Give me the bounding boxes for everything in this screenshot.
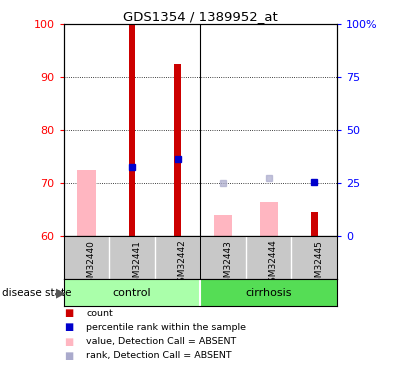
Text: cirrhosis: cirrhosis — [245, 288, 292, 297]
Text: GSM32445: GSM32445 — [314, 240, 323, 289]
Text: GSM32443: GSM32443 — [223, 240, 232, 289]
Bar — [77, 170, 96, 236]
Text: ■: ■ — [64, 308, 73, 318]
Text: count: count — [86, 309, 113, 318]
Bar — [129, 24, 136, 236]
Text: disease state: disease state — [2, 288, 72, 298]
Bar — [260, 202, 278, 236]
Text: ■: ■ — [64, 322, 73, 332]
Bar — [64, 279, 201, 306]
Title: GDS1354 / 1389952_at: GDS1354 / 1389952_at — [123, 10, 278, 23]
Text: percentile rank within the sample: percentile rank within the sample — [86, 323, 246, 332]
Bar — [174, 64, 181, 236]
Text: GSM32444: GSM32444 — [269, 240, 278, 288]
Text: GSM32442: GSM32442 — [178, 240, 187, 288]
Text: control: control — [113, 288, 151, 297]
Text: value, Detection Call = ABSENT: value, Detection Call = ABSENT — [86, 337, 237, 346]
Bar — [214, 215, 232, 236]
Bar — [201, 279, 337, 306]
Bar — [311, 212, 318, 236]
Text: ▶: ▶ — [55, 287, 65, 300]
Text: GSM32441: GSM32441 — [132, 240, 141, 289]
Text: ■: ■ — [64, 351, 73, 361]
Text: rank, Detection Call = ABSENT: rank, Detection Call = ABSENT — [86, 351, 232, 360]
Text: GSM32440: GSM32440 — [86, 240, 95, 289]
Text: ■: ■ — [64, 337, 73, 346]
